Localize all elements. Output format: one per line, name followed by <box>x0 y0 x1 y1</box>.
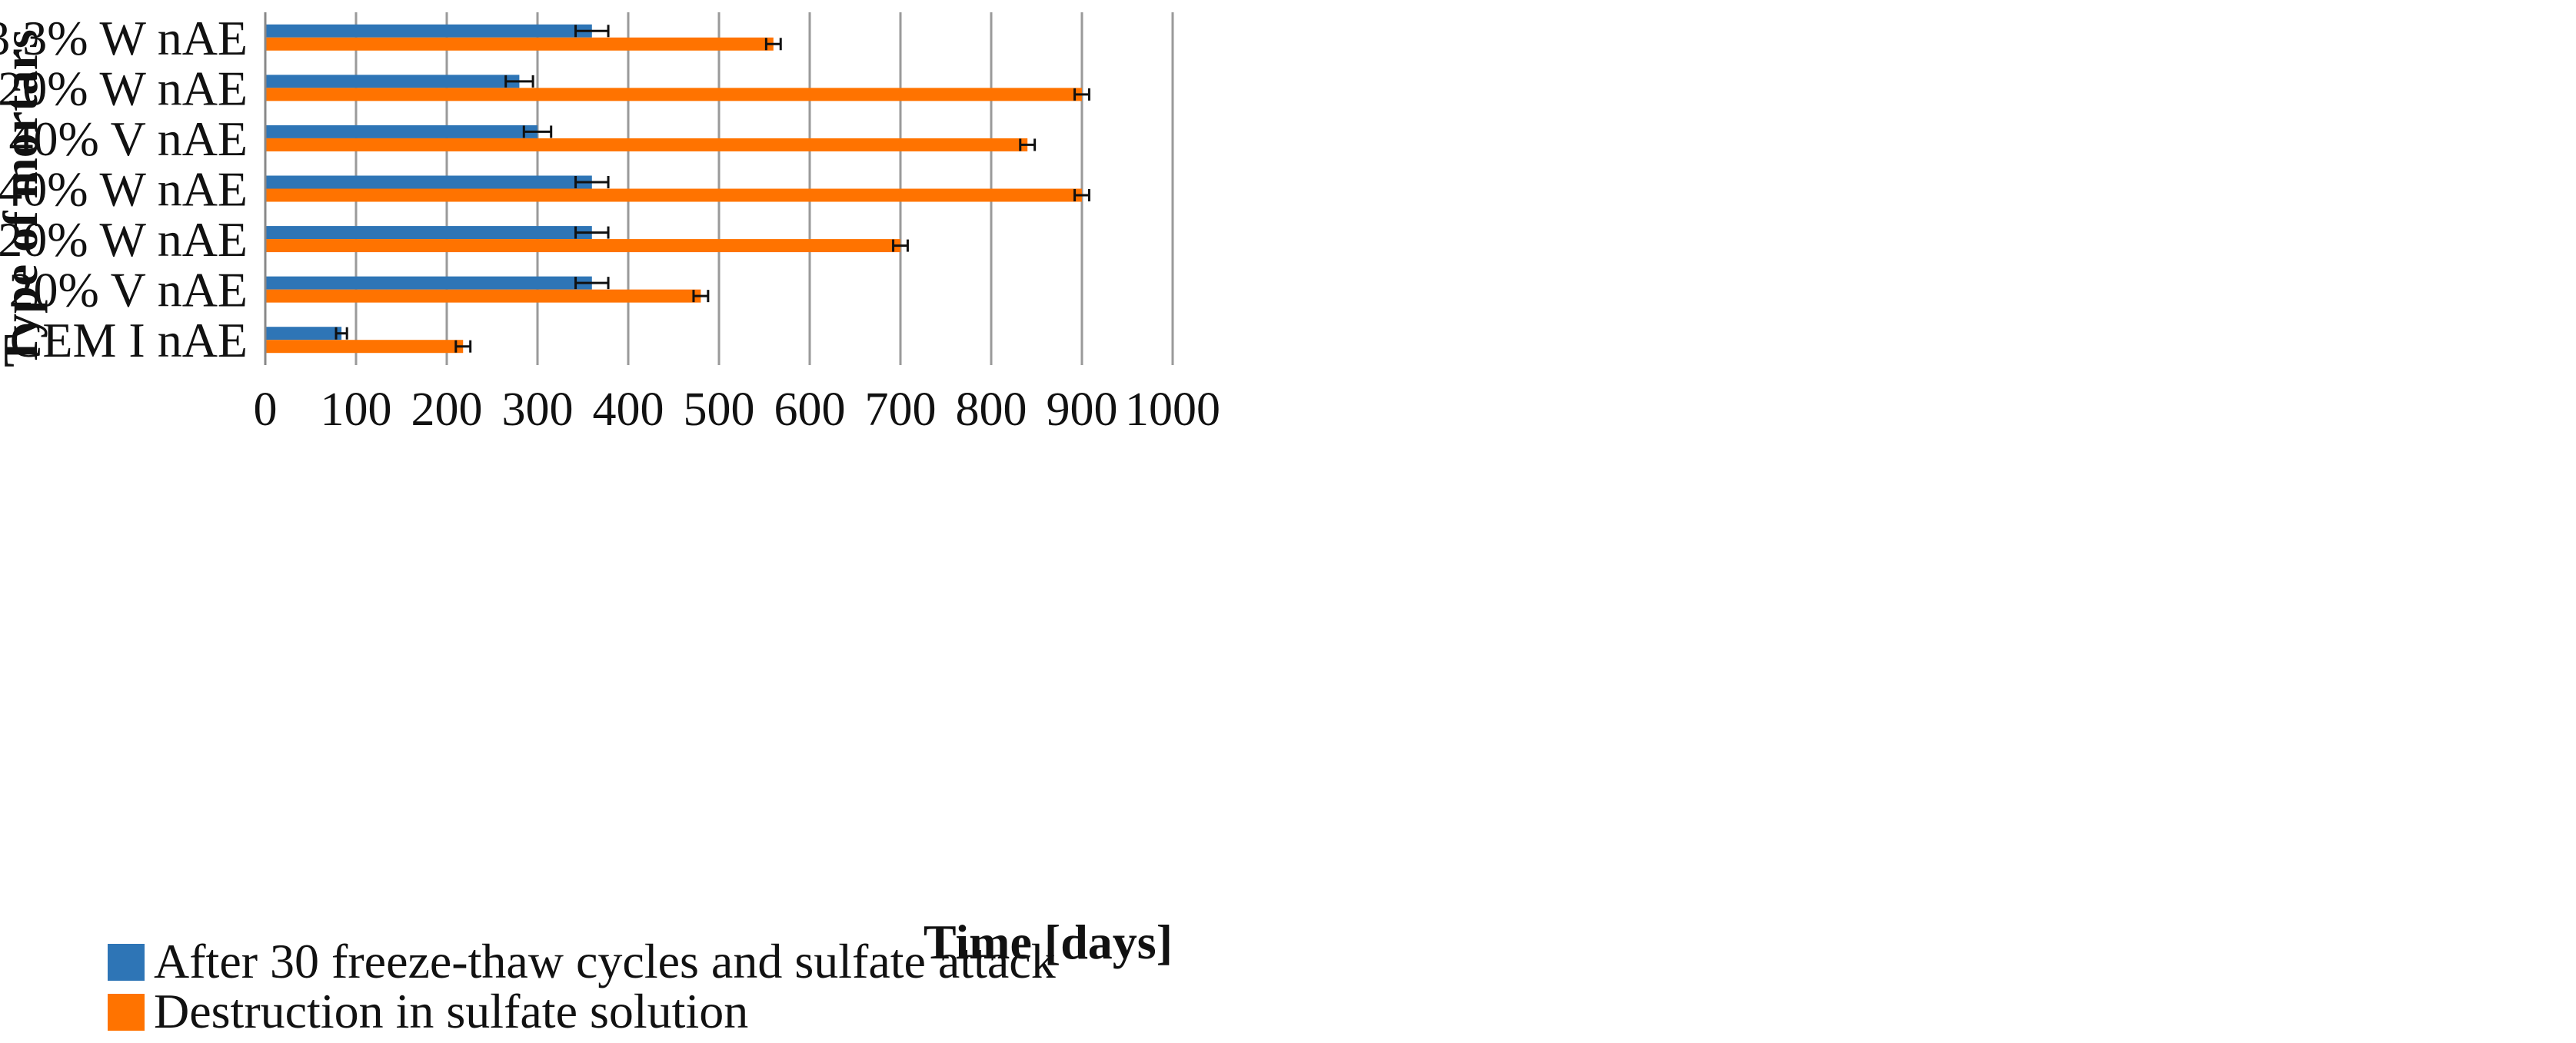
bar-series1-cat1 <box>265 88 1082 101</box>
legend-label-freeze-thaw: After 30 freeze-thaw cycles and sulfate … <box>154 934 1056 988</box>
x-tick-label-0: 0 <box>254 384 278 436</box>
bar-series1-cat5 <box>265 289 701 303</box>
x-axis-title: Time [days] <box>924 915 1173 969</box>
bar-series1-cat2 <box>265 138 1028 151</box>
bar-series1-cat0 <box>265 37 774 51</box>
bar-series1-cat6 <box>265 340 464 354</box>
x-tick-label-900: 900 <box>1047 384 1118 436</box>
x-tick-label-800: 800 <box>956 384 1027 436</box>
category-label-6: CEM I nAE <box>10 313 248 367</box>
x-tick-label-200: 200 <box>411 384 483 436</box>
x-tick-labels: 0 100 200 300 400 500 600 700 800 900 1000 <box>254 384 1221 436</box>
bar-series0-cat6 <box>265 327 342 340</box>
bar-series0-cat3 <box>265 175 592 189</box>
category-label-3: 40% W nAE <box>0 162 248 217</box>
x-tick-label-400: 400 <box>593 384 664 436</box>
x-tick-label-700: 700 <box>865 384 937 436</box>
bar-series0-cat1 <box>265 75 520 88</box>
legend-swatch-freeze-thaw <box>108 944 145 981</box>
y-axis-title: Type of mortars <box>0 29 48 367</box>
x-tick-label-1000: 1000 <box>1125 384 1220 436</box>
category-label-2: 40% V nAE <box>8 111 248 166</box>
category-label-5: 20% V nAE <box>8 263 248 317</box>
bar-series0-cat4 <box>265 226 592 240</box>
legend-label-destruction: Destruction in sulfate solution <box>154 984 748 1038</box>
bars-group <box>265 24 1090 354</box>
category-label-0: 13.3% V 13.3% W nAE <box>0 11 248 65</box>
category-label-4: 20% W nAE <box>0 212 248 267</box>
bar-series0-cat5 <box>265 276 592 290</box>
x-tick-label-100: 100 <box>321 384 392 436</box>
x-tick-label-300: 300 <box>502 384 574 436</box>
x-tick-label-600: 600 <box>774 384 846 436</box>
x-tick-label-500: 500 <box>684 384 755 436</box>
bar-series1-cat4 <box>265 239 900 253</box>
bar-series0-cat2 <box>265 125 537 138</box>
bar-series1-cat3 <box>265 188 1082 202</box>
category-label-1: 20% V 20% W nAE <box>0 61 248 115</box>
legend-swatch-destruction <box>108 994 145 1031</box>
legend: After 30 freeze-thaw cycles and sulfate … <box>108 934 1056 1038</box>
bar-series0-cat0 <box>265 24 592 38</box>
